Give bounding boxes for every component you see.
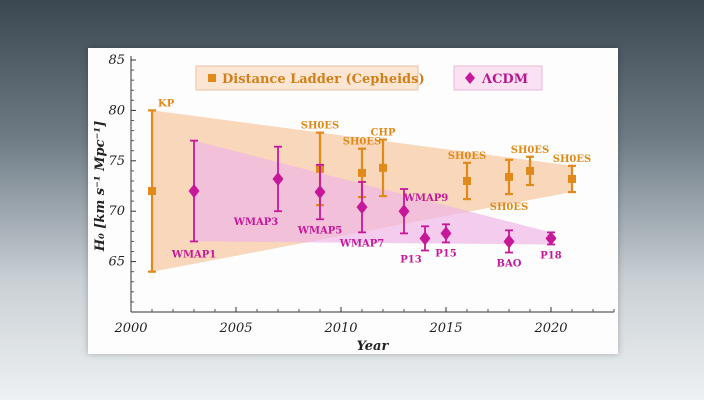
y-tick-label: 85 — [108, 53, 125, 68]
x-tick-label: 2020 — [533, 321, 567, 336]
point-label: SH0ES — [553, 154, 591, 165]
point-label: CHP — [371, 128, 396, 139]
point-label: SH0ES — [490, 202, 528, 213]
point-label: BAO — [497, 259, 522, 270]
x-tick-label: 2015 — [428, 321, 462, 336]
point-label: WMAP1 — [171, 249, 217, 260]
hubble-constant-chart: 65 70 75 80 85 2000 2005 2010 2015 2020 Year H₀ [km… — [93, 53, 615, 354]
x-tick-label: 2010 — [323, 321, 357, 336]
lcdm-point — [356, 200, 368, 215]
legend-lcdm-marker — [465, 72, 475, 84]
y-tick-label: 65 — [108, 255, 125, 270]
legend-ladder-label: Distance Ladder (Cepheids) — [222, 72, 425, 87]
point-label: WMAP3 — [233, 217, 279, 228]
lcdm-point — [398, 204, 410, 219]
chart-panel: 65 70 75 80 85 2000 2005 2010 2015 2020 Year H₀ [km… — [88, 48, 618, 354]
ladder-point — [358, 168, 366, 177]
ladder-point — [463, 176, 471, 185]
legend-ladder-marker — [208, 74, 216, 82]
y-tick-label: 75 — [108, 154, 125, 169]
point-label: KP — [158, 98, 175, 109]
ladder-point — [148, 187, 156, 196]
point-label: WMAP5 — [297, 225, 343, 236]
y-axis-label: H₀ [km s⁻¹ Mpc⁻¹] — [93, 121, 108, 252]
lcdm-point — [503, 234, 515, 249]
x-tick-label: 2005 — [218, 321, 252, 336]
ladder-point — [379, 163, 387, 172]
x-tick-label: 2000 — [113, 321, 147, 336]
point-label: P18 — [540, 250, 561, 261]
lcdm-point — [545, 231, 557, 246]
lcdm-point — [314, 185, 326, 200]
lcdm-point — [440, 226, 452, 241]
lcdm-point — [188, 184, 200, 199]
lcdm-band — [194, 140, 551, 245]
y-tick-label: 70 — [108, 204, 125, 219]
lcdm-point — [419, 231, 431, 246]
ladder-point — [568, 174, 576, 183]
legend-ladder-box — [195, 65, 419, 91]
point-label: WMAP9 — [403, 193, 449, 204]
ladder-point — [526, 166, 534, 175]
legend-lcdm-label: ΛCDM — [481, 72, 528, 87]
point-label: WMAP7 — [339, 238, 385, 249]
point-label: SH0ES — [301, 121, 339, 132]
x-axis-label: Year — [357, 339, 390, 354]
point-label: P15 — [435, 248, 456, 259]
point-label: SH0ES — [511, 145, 549, 156]
y-tick-label: 80 — [108, 103, 125, 118]
point-label: P13 — [400, 255, 421, 266]
lcdm-point — [272, 171, 284, 186]
point-label: SH0ES — [448, 151, 486, 162]
ladder-point — [505, 172, 513, 181]
point-label: SH0ES — [343, 137, 381, 148]
